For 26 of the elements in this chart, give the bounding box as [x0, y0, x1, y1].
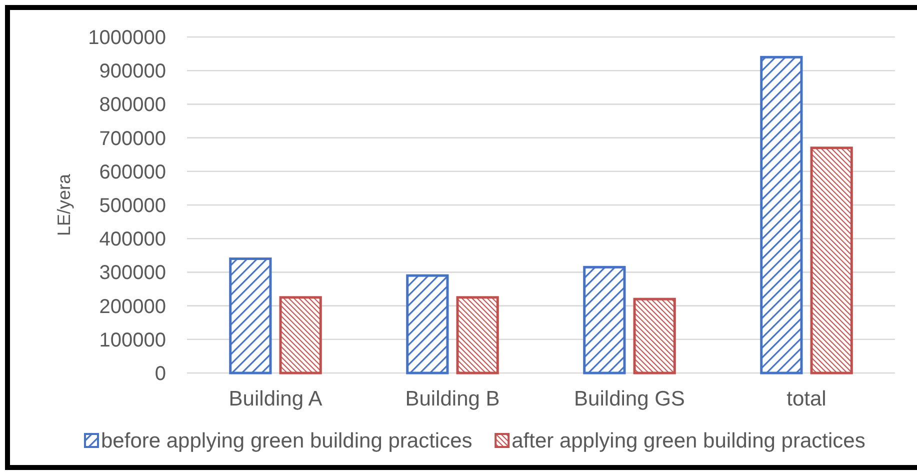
- bar: [810, 146, 853, 374]
- bar: [406, 274, 449, 374]
- y-tick-label: 500000: [99, 195, 166, 217]
- x-tick-label: total: [786, 387, 826, 410]
- bar: [760, 56, 803, 374]
- x-tick-label: Building A: [228, 387, 322, 410]
- bar: [456, 296, 499, 374]
- y-tick-label: 300000: [99, 262, 166, 284]
- legend-label: after applying green building practices: [512, 429, 866, 452]
- y-tick-label: 400000: [99, 228, 166, 251]
- x-tick-label: Building GS: [574, 387, 685, 410]
- bar: [229, 258, 272, 374]
- y-tick-label: 200000: [99, 296, 166, 318]
- y-tick-label: 800000: [99, 94, 166, 116]
- y-tick-label: 600000: [99, 161, 166, 184]
- y-tick-label: 700000: [99, 128, 166, 150]
- y-tick-label: 900000: [99, 60, 166, 83]
- x-tick-label: Building B: [405, 387, 500, 410]
- bar: [279, 296, 322, 374]
- y-axis-title: LE/yera: [54, 173, 74, 236]
- bar: [583, 266, 626, 374]
- y-tick-label: 1000000: [88, 27, 166, 49]
- bar: [633, 298, 676, 374]
- y-tick-label: 100000: [99, 329, 166, 352]
- legend-label: before applying green building practices: [101, 429, 472, 452]
- y-tick-label: 0: [154, 363, 166, 385]
